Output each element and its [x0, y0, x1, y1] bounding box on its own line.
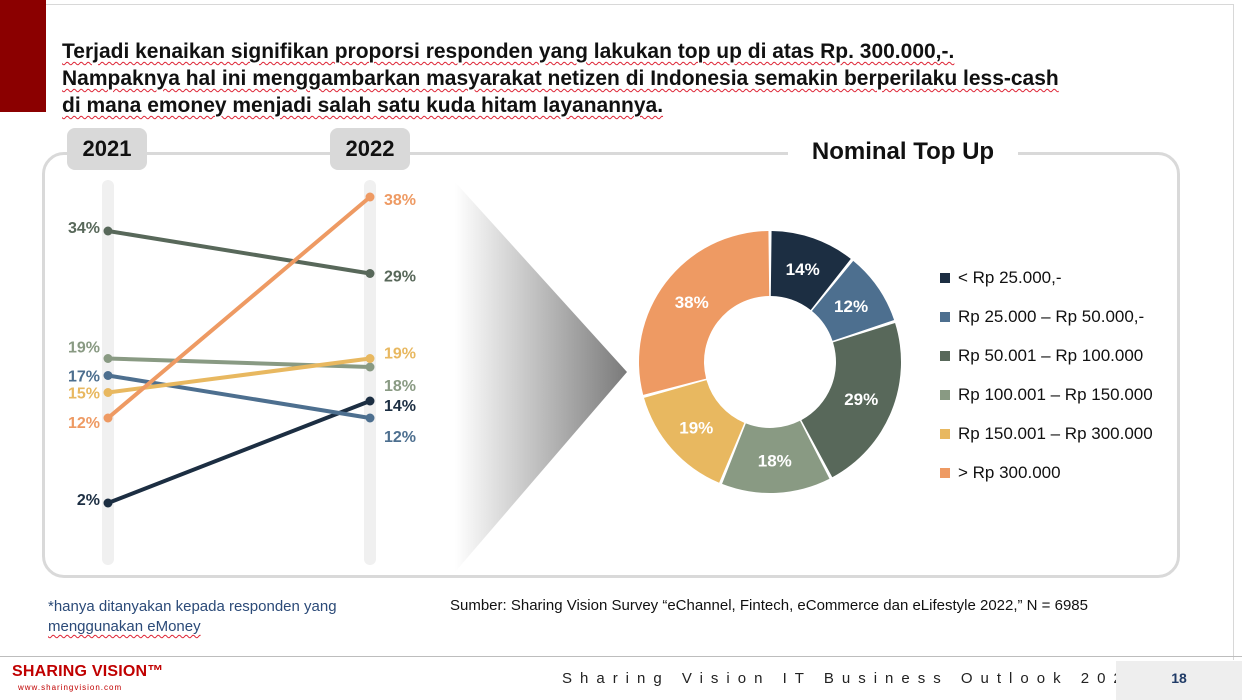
data-point: [103, 354, 113, 363]
data-label: 19%: [384, 346, 416, 363]
data-point: [103, 371, 113, 380]
slide-border: [46, 4, 1234, 5]
legend-swatch: [940, 467, 950, 478]
legend-label: Rp 25.000 – Rp 50.000,-: [958, 306, 1145, 326]
legend-item: > Rp 300.000: [940, 453, 1153, 492]
legend-label: Rp 150.001 – Rp 300.000: [958, 423, 1153, 443]
donut-slice: [811, 260, 895, 341]
headline-line-1: Terjadi kenaikan signifikan proporsi res…: [62, 40, 955, 63]
slice-label: 29%: [844, 390, 878, 409]
data-point: [103, 388, 113, 397]
data-point: [365, 269, 375, 278]
data-label: 38%: [384, 192, 416, 209]
series-line: [106, 373, 372, 420]
slice-label: 12%: [834, 297, 868, 316]
legend-item: Rp 50.001 – Rp 100.000: [940, 336, 1153, 375]
data-point: [365, 192, 375, 202]
legend-item: Rp 100.001 – Rp 150.000: [940, 375, 1153, 414]
data-label: 2%: [77, 492, 100, 509]
data-point: [103, 226, 113, 236]
panel-title: Nominal Top Up: [811, 138, 995, 165]
slice-label: 38%: [675, 293, 709, 312]
donut-slice: [722, 420, 830, 493]
donut-slice: [770, 231, 851, 311]
legend-label: Rp 50.001 – Rp 100.000: [958, 345, 1144, 365]
legend-label: < Rp 25.000,-: [958, 267, 1062, 287]
data-label: 29%: [384, 269, 416, 286]
accent-bar: [0, 0, 46, 112]
legend-item: Rp 25.000 – Rp 50.000,-: [940, 297, 1153, 336]
data-point: [365, 354, 375, 363]
data-label: 34%: [68, 220, 100, 237]
slice-label: 18%: [758, 451, 792, 470]
data-label: 17%: [68, 369, 100, 386]
legend-swatch: [940, 389, 950, 400]
donut-slice: [639, 231, 770, 395]
series-line: [106, 356, 372, 395]
legend-label: Rp 100.001 – Rp 150.000: [958, 384, 1153, 404]
legend-swatch: [940, 428, 950, 439]
donut-slice: [801, 323, 901, 478]
legend-item: < Rp 25.000,-: [940, 258, 1153, 297]
data-point: [103, 413, 113, 423]
headline: Terjadi kenaikan signifikan proporsi res…: [62, 38, 1182, 119]
year-tag-2021: 2021: [67, 128, 147, 170]
series-line: [106, 195, 372, 420]
data-label: 19%: [68, 340, 100, 357]
legend-label: > Rp 300.000: [958, 462, 1061, 482]
footnote-line-1: *hanya ditanyakan kepada responden yang: [48, 598, 337, 615]
series-line: [106, 399, 372, 505]
data-point: [365, 413, 375, 423]
footnote-line-2: menggunakan eMoney: [48, 618, 201, 635]
series-line: [106, 229, 372, 276]
legend-item: Rp 150.001 – Rp 300.000: [940, 414, 1153, 453]
logo-url: www.sharingvision.com: [18, 683, 123, 692]
data-point: [103, 498, 113, 508]
arrow-shape: [455, 182, 627, 572]
data-label: 14%: [384, 398, 416, 415]
donut-legend: < Rp 25.000,- Rp 25.000 – Rp 50.000,- Rp…: [940, 258, 1153, 492]
source-text: Sumber: Sharing Vision Survey “eChannel,…: [450, 597, 1088, 614]
legend-swatch: [940, 350, 950, 361]
slide-border-right: [1233, 4, 1234, 660]
data-label: 12%: [68, 415, 100, 432]
legend-swatch: [940, 272, 950, 283]
footer-title: Sharing Vision IT Business Outlook 2022: [562, 670, 1147, 687]
slice-label: 19%: [679, 418, 713, 437]
data-point: [365, 396, 375, 406]
headline-line-2: Nampaknya hal ini menggambarkan masyarak…: [62, 67, 1059, 90]
page-number: 18: [1116, 661, 1242, 700]
year-tag-2022: 2022: [330, 128, 410, 170]
donut-chart: 14% 12% 29% 18% 19% 38%: [639, 231, 901, 493]
slice-label: 14%: [786, 260, 820, 279]
data-label: 12%: [384, 429, 416, 446]
legend-swatch: [940, 311, 950, 322]
panel-title-gap: [788, 146, 1018, 160]
data-point: [365, 362, 375, 372]
donut-slice: [644, 380, 745, 483]
headline-line-3: di mana emoney menjadi salah satu kuda h…: [62, 94, 664, 117]
slope-chart: 2% 14% 17% 12% 34% 29% 19% 18% 15% 19% 12% 38%: [68, 192, 416, 509]
data-label: 15%: [68, 386, 100, 403]
logo: SHARING VISION™: [12, 663, 164, 680]
footnote: *hanya ditanyakan kepada responden yang …: [48, 597, 408, 637]
data-label: 18%: [384, 378, 416, 395]
footer-divider: [0, 656, 1242, 657]
